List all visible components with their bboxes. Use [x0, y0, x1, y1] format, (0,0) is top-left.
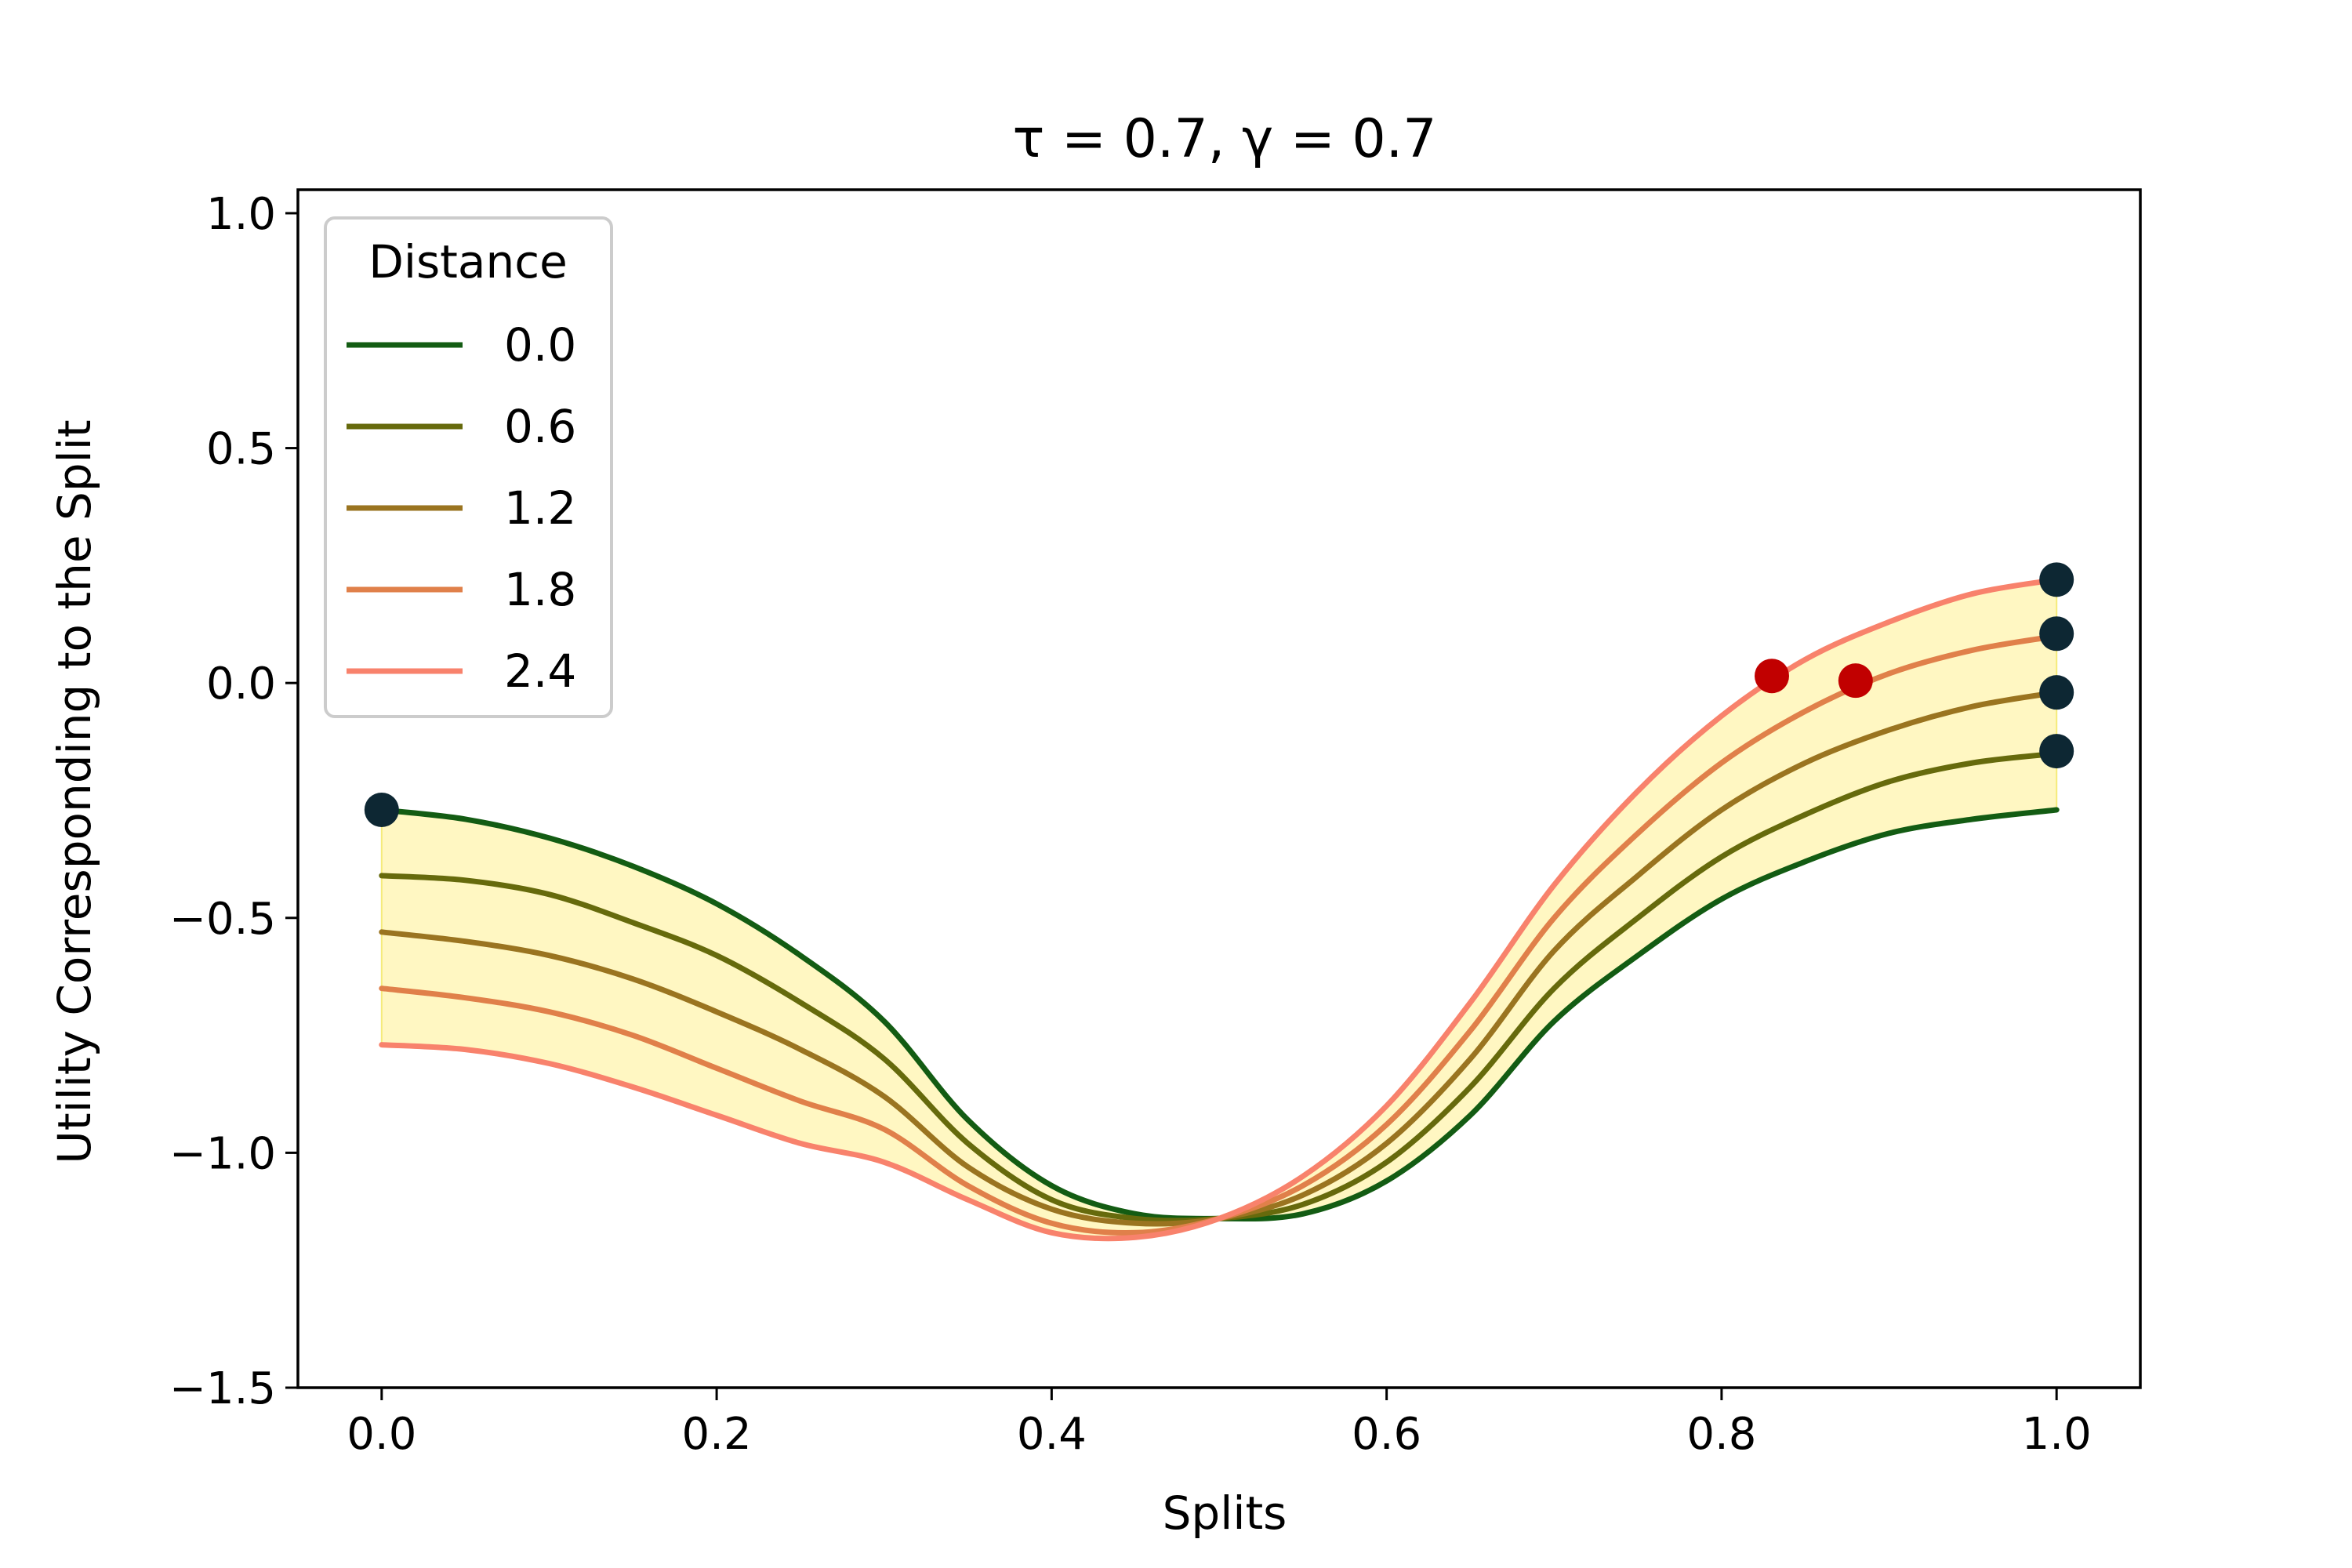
x-tick-label: 0.6 [1352, 1409, 1421, 1460]
y-tick-label: 0.0 [206, 659, 276, 710]
y-tick-label: −0.5 [169, 894, 276, 945]
legend-title: Distance [368, 235, 568, 289]
axes: 0.0 0.2 0.4 0.6 0.8 1.0 −1.5 −1.0 −0.5 0.0 0.5 1.0 [169, 188, 2142, 1460]
x-tick-label: 1.0 [2022, 1409, 2092, 1460]
legend-items: 0.0 0.6 1.2 1.8 2.4 [347, 318, 576, 698]
y-tick-label: 0.5 [206, 424, 276, 475]
legend-label-1.8: 1.8 [504, 563, 576, 616]
plot-area [364, 562, 2074, 1242]
marker-point-5 [2039, 734, 2074, 769]
marker-point-2 [2039, 562, 2074, 597]
marker-point-7 [1838, 663, 1873, 699]
x-tick-label: 0.4 [1017, 1409, 1087, 1460]
y-tick-label: −1.0 [169, 1128, 276, 1179]
legend-label-1.2: 1.2 [504, 481, 576, 535]
shaded-band [380, 579, 2058, 1240]
x-tick-label: 0.8 [1686, 1409, 1756, 1460]
y-tick-label: 1.0 [206, 189, 276, 240]
chart-title: τ = 0.7, γ = 0.7 [1012, 108, 1436, 170]
marker-point-3 [2039, 616, 2074, 652]
y-tick-label: −1.5 [169, 1363, 276, 1414]
legend-frame [324, 216, 613, 718]
x-axis-label: Splits [1163, 1486, 1287, 1540]
x-tick-label: 0.0 [347, 1409, 416, 1460]
legend-label-2.4: 2.4 [504, 644, 576, 698]
axes-frame [296, 188, 2142, 1389]
marker-point-4 [2039, 675, 2074, 710]
legend-label-0.0: 0.0 [504, 318, 576, 372]
marker-point-6 [1755, 659, 1789, 694]
legend: Distance 0.0 0.6 1.2 1.8 2.4 [324, 216, 613, 718]
marker-point-1 [364, 792, 399, 827]
x-tick-label: 0.2 [682, 1409, 752, 1460]
y-axis-label: Utility Corresponding to the Split [48, 419, 101, 1163]
legend-label-0.6: 0.6 [504, 400, 576, 453]
